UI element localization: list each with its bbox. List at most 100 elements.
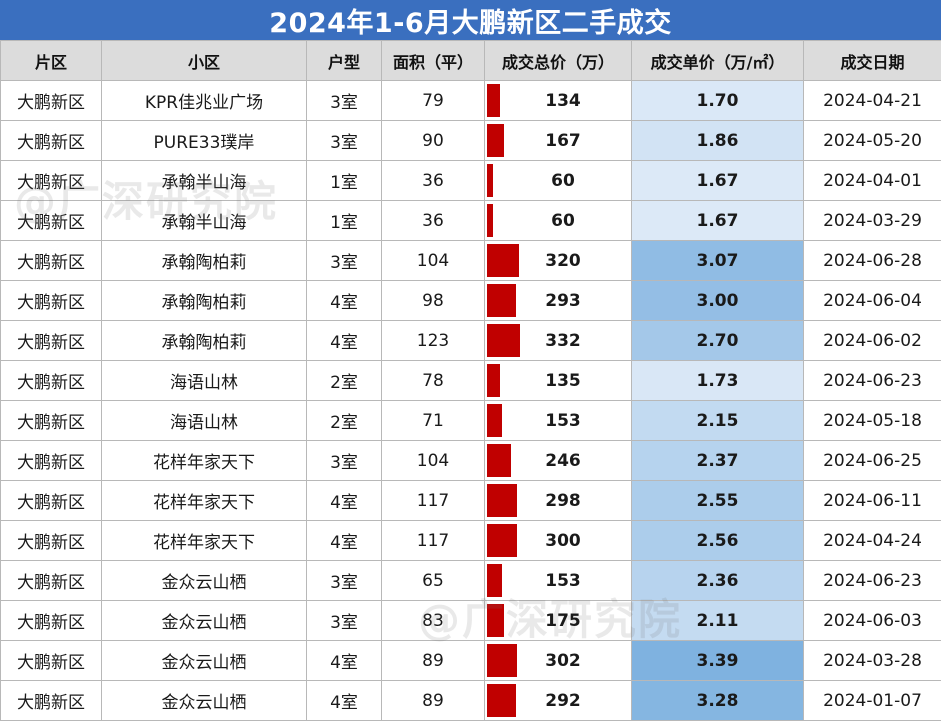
cell-date: 2024-03-29 (803, 200, 941, 241)
total-price-value: 175 (545, 610, 581, 631)
table-row: 大鹏新区 承翰半山海 1室 36 60 1.67 2024-03-29 (0, 200, 941, 241)
cell-unit-price: 3.28 (631, 680, 804, 721)
cell-community: 承翰陶柏莉 (101, 240, 307, 281)
cell-layout: 4室 (306, 280, 382, 321)
cell-date: 2024-06-23 (803, 360, 941, 401)
table-row: 大鹏新区 海语山林 2室 71 153 2.15 2024-05-18 (0, 400, 941, 441)
table-row: 大鹏新区 承翰半山海 1室 36 60 1.67 2024-04-01 (0, 160, 941, 201)
total-price-value: 302 (545, 650, 581, 671)
total-price-bar (487, 364, 500, 397)
table-row: 大鹏新区 承翰陶柏莉 4室 123 332 2.70 2024-06-02 (0, 320, 941, 361)
cell-date: 2024-04-01 (803, 160, 941, 201)
total-price-bar (487, 404, 502, 437)
cell-area: 79 (381, 80, 485, 121)
total-price-bar (487, 84, 500, 117)
table-row: 大鹏新区 花样年家天下 4室 117 298 2.55 2024-06-11 (0, 480, 941, 521)
table-row: 大鹏新区 金众云山栖 3室 65 153 2.36 2024-06-23 (0, 560, 941, 601)
header-unit-price: 成交单价（万/㎡） (631, 40, 804, 81)
cell-total-price: 300 (484, 520, 632, 561)
cell-district: 大鹏新区 (0, 200, 102, 241)
cell-unit-price: 1.70 (631, 80, 804, 121)
cell-total-price: 292 (484, 680, 632, 721)
cell-area: 78 (381, 360, 485, 401)
cell-area: 36 (381, 160, 485, 201)
total-price-value: 292 (545, 690, 581, 711)
cell-layout: 2室 (306, 400, 382, 441)
table-body: 大鹏新区 KPR佳兆业广场 3室 79 134 1.70 2024-04-21 大鹏新区 PUR… (0, 80, 941, 721)
cell-community: 承翰陶柏莉 (101, 320, 307, 361)
header-area: 面积（平） (381, 40, 485, 81)
cell-layout: 2室 (306, 360, 382, 401)
cell-district: 大鹏新区 (0, 240, 102, 281)
cell-layout: 3室 (306, 120, 382, 161)
total-price-bar (487, 164, 493, 197)
total-price-value: 167 (545, 130, 581, 151)
cell-date: 2024-06-03 (803, 600, 941, 641)
cell-district: 大鹏新区 (0, 440, 102, 481)
cell-district: 大鹏新区 (0, 360, 102, 401)
cell-layout: 3室 (306, 240, 382, 281)
cell-total-price: 134 (484, 80, 632, 121)
total-price-bar (487, 604, 504, 637)
total-price-value: 320 (545, 250, 581, 271)
cell-district: 大鹏新区 (0, 640, 102, 681)
cell-unit-price: 2.56 (631, 520, 804, 561)
page-title: 2024年1-6月大鹏新区二手成交 (0, 0, 941, 40)
cell-community: 承翰半山海 (101, 160, 307, 201)
total-price-value: 134 (545, 90, 581, 111)
total-price-value: 246 (545, 450, 581, 471)
cell-community: 金众云山栖 (101, 640, 307, 681)
cell-layout: 4室 (306, 480, 382, 521)
cell-area: 123 (381, 320, 485, 361)
cell-unit-price: 3.39 (631, 640, 804, 681)
cell-layout: 3室 (306, 600, 382, 641)
table-row: 大鹏新区 海语山林 2室 78 135 1.73 2024-06-23 (0, 360, 941, 401)
cell-unit-price: 2.15 (631, 400, 804, 441)
table-row: 大鹏新区 金众云山栖 4室 89 302 3.39 2024-03-28 (0, 640, 941, 681)
cell-area: 90 (381, 120, 485, 161)
cell-unit-price: 1.73 (631, 360, 804, 401)
cell-layout: 1室 (306, 160, 382, 201)
cell-date: 2024-06-11 (803, 480, 941, 521)
cell-unit-price: 3.07 (631, 240, 804, 281)
cell-district: 大鹏新区 (0, 600, 102, 641)
cell-area: 36 (381, 200, 485, 241)
total-price-bar (487, 564, 502, 597)
total-price-value: 298 (545, 490, 581, 511)
cell-date: 2024-03-28 (803, 640, 941, 681)
table-row: 大鹏新区 金众云山栖 3室 83 175 2.11 2024-06-03 (0, 600, 941, 641)
cell-unit-price: 2.37 (631, 440, 804, 481)
table-row: 大鹏新区 承翰陶柏莉 3室 104 320 3.07 2024-06-28 (0, 240, 941, 281)
cell-date: 2024-06-04 (803, 280, 941, 321)
cell-community: 花样年家天下 (101, 440, 307, 481)
table-row: 大鹏新区 花样年家天下 3室 104 246 2.37 2024-06-25 (0, 440, 941, 481)
cell-total-price: 298 (484, 480, 632, 521)
cell-unit-price: 3.00 (631, 280, 804, 321)
cell-district: 大鹏新区 (0, 280, 102, 321)
cell-area: 98 (381, 280, 485, 321)
cell-layout: 4室 (306, 320, 382, 361)
cell-community: 海语山林 (101, 400, 307, 441)
cell-area: 104 (381, 440, 485, 481)
total-price-bar (487, 124, 504, 157)
cell-unit-price: 2.36 (631, 560, 804, 601)
cell-date: 2024-06-28 (803, 240, 941, 281)
total-price-bar (487, 444, 511, 477)
cell-date: 2024-04-24 (803, 520, 941, 561)
table-row: 大鹏新区 花样年家天下 4室 117 300 2.56 2024-04-24 (0, 520, 941, 561)
cell-total-price: 293 (484, 280, 632, 321)
header-layout: 户型 (306, 40, 382, 81)
cell-community: 金众云山栖 (101, 680, 307, 721)
cell-unit-price: 1.67 (631, 200, 804, 241)
cell-district: 大鹏新区 (0, 320, 102, 361)
table-row: 大鹏新区 KPR佳兆业广场 3室 79 134 1.70 2024-04-21 (0, 80, 941, 121)
cell-district: 大鹏新区 (0, 120, 102, 161)
cell-community: 承翰半山海 (101, 200, 307, 241)
cell-unit-price: 2.70 (631, 320, 804, 361)
total-price-value: 60 (551, 170, 575, 191)
cell-date: 2024-04-21 (803, 80, 941, 121)
cell-district: 大鹏新区 (0, 560, 102, 601)
cell-total-price: 60 (484, 160, 632, 201)
cell-total-price: 153 (484, 560, 632, 601)
cell-total-price: 320 (484, 240, 632, 281)
